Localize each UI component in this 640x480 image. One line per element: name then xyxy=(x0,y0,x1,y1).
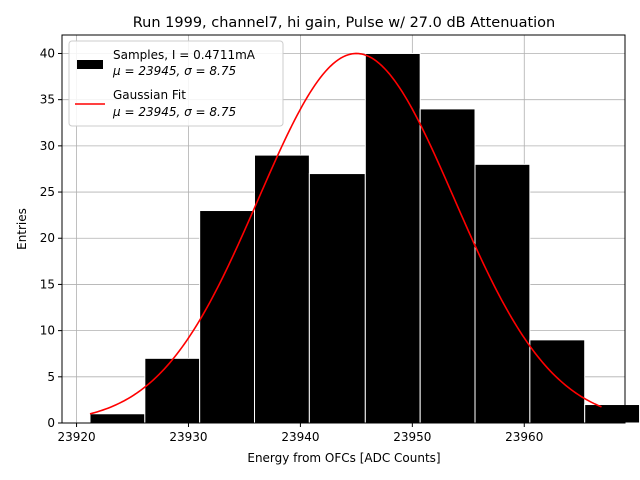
legend: Samples, I = 0.4711mA μ = 23945, σ = 8.7… xyxy=(68,40,284,127)
x-tick-label: 23950 xyxy=(393,430,431,444)
legend-fit-label: Gaussian Fit xyxy=(113,88,186,102)
chart-title: Run 1999, channel7, hi gain, Pulse w/ 27… xyxy=(133,15,556,31)
y-tick-label: 20 xyxy=(40,231,55,245)
histogram-bar xyxy=(419,108,476,424)
gaussian-fit-curve xyxy=(89,52,602,415)
x-tick-label: 23940 xyxy=(281,430,319,444)
y-axis-label: Entries xyxy=(15,208,29,250)
histogram-bar xyxy=(254,154,310,424)
histogram-bar xyxy=(474,163,531,424)
plot-frame xyxy=(61,34,626,424)
y-tick-label: 15 xyxy=(40,277,55,291)
x-tick-label: 23960 xyxy=(505,430,543,444)
legend-frame xyxy=(68,40,284,127)
histogram-bar xyxy=(308,173,366,424)
y-tick-label: 10 xyxy=(40,324,55,338)
y-tick-label: 30 xyxy=(40,139,55,153)
legend-samples-stats: μ = 23945, σ = 8.75 xyxy=(112,64,236,78)
legend-samples-label: Samples, I = 0.4711mA xyxy=(113,48,256,62)
histogram-bar xyxy=(364,52,421,424)
x-tick-label: 23920 xyxy=(57,430,95,444)
y-tick-label: 25 xyxy=(40,185,55,199)
legend-samples-swatch xyxy=(77,60,103,69)
histogram-bar xyxy=(89,413,146,424)
x-tick-label: 23930 xyxy=(169,430,207,444)
histogram-bar xyxy=(584,404,640,424)
y-tick-label: 40 xyxy=(40,46,55,60)
histogram-bar xyxy=(144,357,201,424)
y-tick-label: 35 xyxy=(40,93,55,107)
histogram-bar xyxy=(529,339,586,424)
y-tick-label: 0 xyxy=(47,416,55,430)
histogram-bar xyxy=(199,210,256,424)
legend-fit-stats: μ = 23945, σ = 8.75 xyxy=(112,105,236,119)
y-tick-label: 5 xyxy=(47,370,55,384)
x-axis-label: Energy from OFCs [ADC Counts] xyxy=(247,451,440,465)
